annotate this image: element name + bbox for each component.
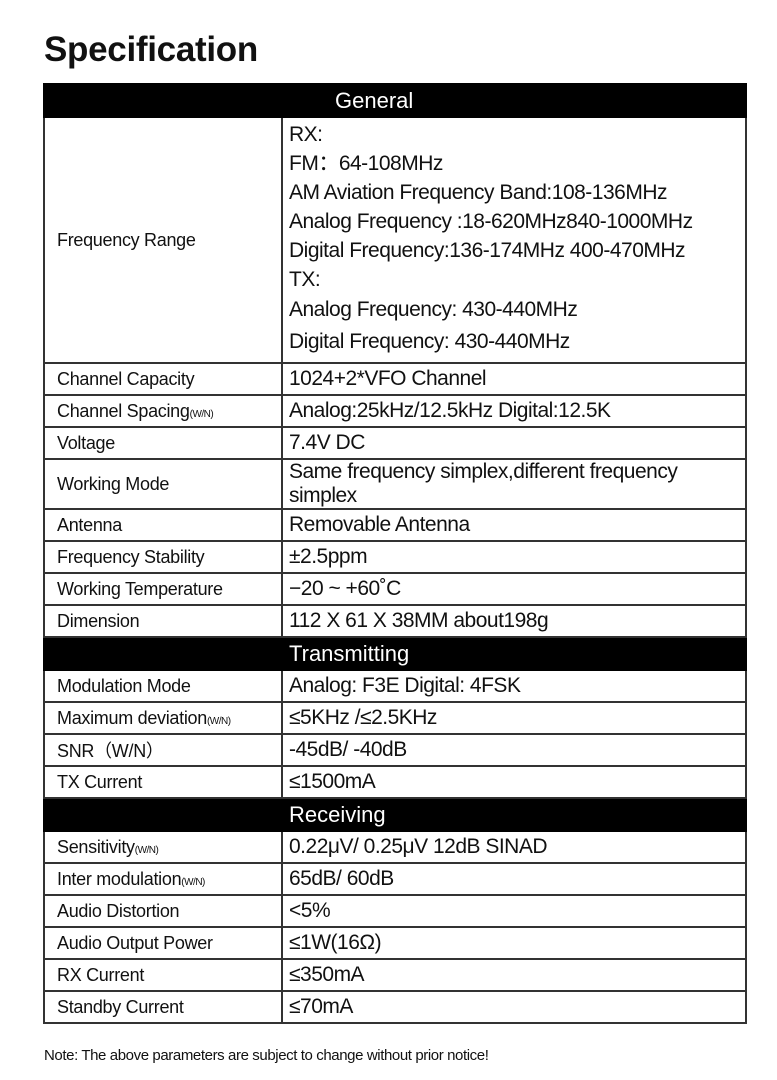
table-row: Modulation Mode Analog: F3E Digital: 4FSK bbox=[43, 669, 747, 703]
frequency-range-value: RX: FM：64-108MHz AM Aviation Frequency B… bbox=[281, 116, 747, 364]
table-row: Audio Distortion <5% bbox=[43, 894, 747, 928]
row-label-text: Audio Distortion bbox=[57, 900, 180, 921]
freq-line: Analog Frequency :18-620MHz840-1000MHz bbox=[289, 210, 693, 233]
row-value: −20 ~ +60˚C bbox=[281, 572, 747, 606]
table-row: Channel Capacity 1024+2*VFO Channel bbox=[43, 362, 747, 396]
row-value: -45dB/ -40dB bbox=[281, 733, 747, 767]
row-label-text: Channel Capacity bbox=[57, 368, 195, 389]
page-title: Specification bbox=[44, 30, 258, 69]
row-label-text: Dimension bbox=[57, 610, 140, 631]
row-label: Dimension bbox=[43, 604, 283, 638]
row-label: Audio Output Power bbox=[43, 926, 283, 960]
table-row: Antenna Removable Antenna bbox=[43, 508, 747, 542]
table-row: Channel Spacing(W/N) Analog:25kHz/12.5kHz… bbox=[43, 394, 747, 428]
row-label: Channel Spacing(W/N) bbox=[43, 394, 283, 428]
row-value: ≤350mA bbox=[281, 958, 747, 992]
section-title: Transmitting bbox=[281, 636, 747, 671]
table-row: SNR（W/N） -45dB/ -40dB bbox=[43, 733, 747, 767]
row-label: Modulation Mode bbox=[43, 669, 283, 703]
table-row: RX Current ≤350mA bbox=[43, 958, 747, 992]
freq-line: Digital Frequency:136-174MHz 400-470MHz bbox=[289, 239, 686, 262]
table-row: Maximum deviation(W/N) ≤5KHz /≤2.5KHz bbox=[43, 701, 747, 735]
table-row: Standby Current ≤70mA bbox=[43, 990, 747, 1024]
table-row: Voltage 7.4V DC bbox=[43, 426, 747, 460]
row-label: TX Current bbox=[43, 765, 283, 799]
row-label-text: Maximum deviation bbox=[57, 707, 207, 728]
table-row: TX Current ≤1500mA bbox=[43, 765, 747, 799]
section-header-transmitting: Transmitting bbox=[43, 636, 747, 671]
spec-table: General Frequency Range RX: FM：64-108MHz… bbox=[43, 83, 747, 1024]
table-row: Inter modulation(W/N) 65dB/ 60dB bbox=[43, 862, 747, 896]
row-label: Audio Distortion bbox=[43, 894, 283, 928]
freq-line: TX: bbox=[289, 268, 321, 291]
row-label-text: Antenna bbox=[57, 514, 122, 535]
table-row: Audio Output Power ≤1W(16Ω) bbox=[43, 926, 747, 960]
table-row: Frequency Stability ±2.5ppm bbox=[43, 540, 747, 574]
row-value: ≤5KHz /≤2.5KHz bbox=[281, 701, 747, 735]
row-label-text: Modulation Mode bbox=[57, 675, 191, 696]
row-label-text: Voltage bbox=[57, 432, 115, 453]
freq-line: FM：64-108MHz bbox=[289, 152, 443, 175]
row-label: Standby Current bbox=[43, 990, 283, 1024]
row-label-suffix: (W/N) bbox=[134, 844, 159, 856]
row-label-text: Working Temperature bbox=[57, 578, 223, 599]
row-value: 1024+2*VFO Channel bbox=[281, 362, 747, 396]
table-row: Working Mode Same frequency simplex,diffe… bbox=[43, 458, 747, 510]
row-label: Frequency Range bbox=[43, 116, 283, 364]
row-label: Working Mode bbox=[43, 458, 283, 510]
row-label-text: Audio Output Power bbox=[57, 932, 213, 953]
row-label-suffix: (W/N) bbox=[181, 876, 205, 888]
section-header-receiving: Receiving bbox=[43, 797, 747, 832]
row-label-text: Working Mode bbox=[57, 473, 170, 494]
row-label: Sensitivity(W/N) bbox=[43, 830, 283, 864]
section-title: General bbox=[281, 83, 747, 118]
row-label: Working Temperature bbox=[43, 572, 283, 606]
section-header-general: General bbox=[43, 83, 747, 118]
row-value: 112 X 61 X 38MM about198g bbox=[281, 604, 747, 638]
footnote: Note: The above parameters are subject t… bbox=[44, 1047, 489, 1064]
table-row: Dimension 112 X 61 X 38MM about198g bbox=[43, 604, 747, 638]
row-value: 0.22μV/ 0.25μV 12dB SINAD bbox=[281, 830, 747, 864]
row-label-text: Standby Current bbox=[57, 996, 184, 1017]
row-label: SNR（W/N） bbox=[43, 733, 283, 767]
row-label-suffix: (W/N) bbox=[206, 715, 231, 727]
row-value: Analog: F3E Digital: 4FSK bbox=[281, 669, 747, 703]
table-row: Sensitivity(W/N) 0.22μV/ 0.25μV 12dB SINA… bbox=[43, 830, 747, 864]
freq-line: Analog Frequency: 430-440MHz bbox=[289, 298, 578, 321]
row-label-text: SNR（W/N） bbox=[57, 741, 164, 761]
row-label: Antenna bbox=[43, 508, 283, 542]
row-value: ≤1500mA bbox=[281, 765, 747, 799]
row-label: Inter modulation(W/N) bbox=[43, 862, 283, 896]
row-label: Maximum deviation(W/N) bbox=[43, 701, 283, 735]
row-label-text: Channel Spacing bbox=[57, 400, 190, 421]
row-label-text: Sensitivity bbox=[57, 836, 135, 857]
row-value: ≤1W(16Ω) bbox=[281, 926, 747, 960]
row-value: Removable Antenna bbox=[281, 508, 747, 542]
freq-line: AM Aviation Frequency Band:108-136MHz bbox=[289, 181, 668, 204]
freq-line: Digital Frequency: 430-440MHz bbox=[289, 330, 570, 353]
row-value: ±2.5ppm bbox=[281, 540, 747, 574]
row-label: Channel Capacity bbox=[43, 362, 283, 396]
row-label-text: Inter modulation bbox=[57, 868, 182, 889]
row-value: Analog:25kHz/12.5kHz Digital:12.5K bbox=[281, 394, 747, 428]
row-label-suffix: (W/N) bbox=[189, 408, 214, 420]
table-row: Working Temperature −20 ~ +60˚C bbox=[43, 572, 747, 606]
row-label: RX Current bbox=[43, 958, 283, 992]
table-row-frequency-range: Frequency Range RX: FM：64-108MHz AM Avia… bbox=[43, 116, 747, 364]
row-label-text: RX Current bbox=[57, 964, 145, 985]
freq-line: RX: bbox=[289, 123, 323, 146]
row-label: Frequency Stability bbox=[43, 540, 283, 574]
row-label-text: Frequency Stability bbox=[57, 546, 205, 567]
section-title: Receiving bbox=[281, 797, 747, 832]
row-label-text: TX Current bbox=[57, 771, 143, 792]
row-value: 7.4V DC bbox=[281, 426, 747, 460]
row-value: <5% bbox=[281, 894, 747, 928]
row-value: Same frequency simplex,different frequen… bbox=[281, 458, 747, 510]
row-value: 65dB/ 60dB bbox=[281, 862, 747, 896]
row-label: Voltage bbox=[43, 426, 283, 460]
row-value: ≤70mA bbox=[281, 990, 747, 1024]
